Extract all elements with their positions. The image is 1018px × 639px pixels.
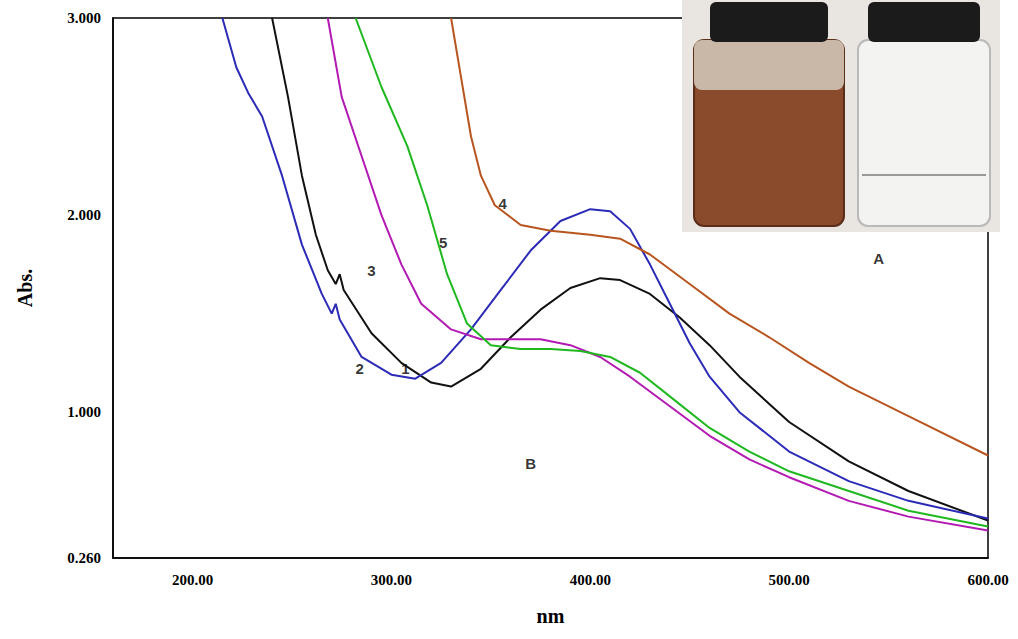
svg-text:600.00: 600.00	[967, 572, 1008, 588]
svg-text:3: 3	[367, 262, 375, 279]
svg-text:2.000: 2.000	[67, 207, 101, 223]
svg-text:B: B	[525, 455, 536, 472]
svg-text:4: 4	[498, 194, 507, 212]
svg-text:0.260: 0.260	[67, 550, 101, 566]
svg-text:400.00: 400.00	[570, 572, 611, 588]
svg-text:500.00: 500.00	[769, 572, 810, 588]
svg-text:3.000: 3.000	[67, 10, 101, 26]
svg-text:1.000: 1.000	[67, 404, 101, 420]
svg-text:1: 1	[401, 360, 410, 378]
svg-text:Abs.: Abs.	[14, 269, 36, 307]
svg-text:300.00: 300.00	[371, 572, 412, 588]
svg-text:2: 2	[355, 360, 363, 377]
svg-text:200.00: 200.00	[172, 572, 213, 588]
svg-text:5: 5	[438, 234, 448, 252]
svg-text:A: A	[873, 250, 884, 267]
svg-text:nm: nm	[537, 605, 565, 627]
